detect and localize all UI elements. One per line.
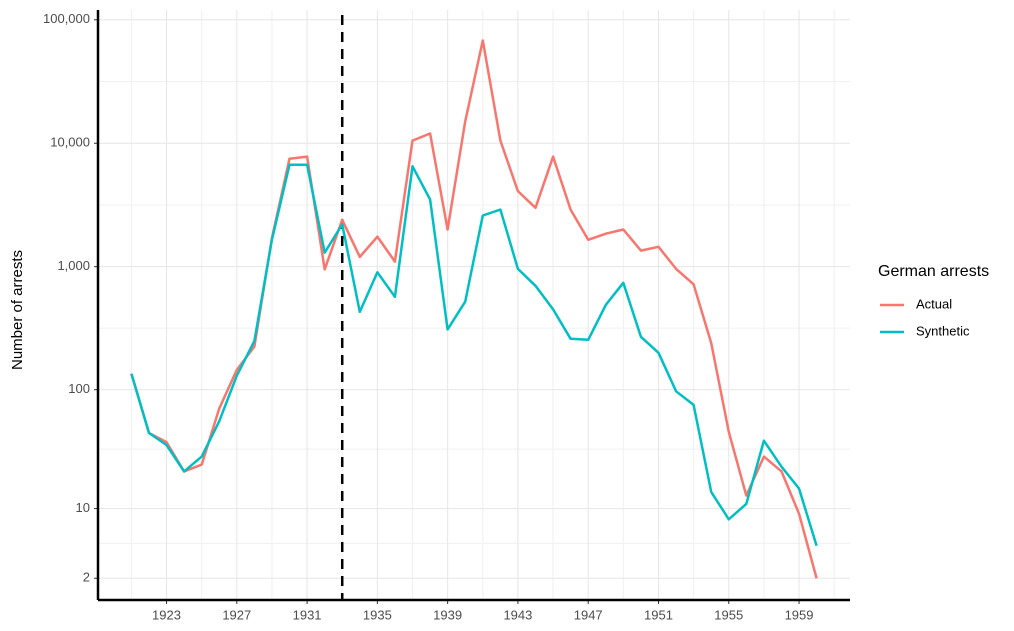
series-line (130, 163, 818, 547)
y-tick-label: 10,000 (50, 135, 90, 150)
x-tick-label: 1955 (714, 607, 743, 622)
x-tick-label: 1939 (433, 607, 462, 622)
x-tick-label: 1927 (222, 607, 251, 622)
legend-label: Actual (916, 296, 952, 311)
y-tick-label: 100,000 (43, 11, 90, 26)
y-tick-label: 100 (68, 381, 90, 396)
x-tick-label: 1931 (293, 607, 322, 622)
y-axis-label: Number of arrests (9, 250, 26, 370)
x-tick-label: 1935 (363, 607, 392, 622)
y-tick-label: 10 (76, 500, 90, 515)
y-tick-label: 1,000 (57, 258, 90, 273)
legend-label: Synthetic (916, 323, 970, 338)
legend-title: German arrests (878, 263, 989, 280)
x-tick-label: 1943 (503, 607, 532, 622)
x-tick-label: 1923 (152, 607, 181, 622)
x-tick-label: 1959 (785, 607, 814, 622)
x-tick-label: 1951 (644, 607, 673, 622)
x-tick-label: 1947 (574, 607, 603, 622)
y-tick-label: 2 (83, 570, 90, 585)
